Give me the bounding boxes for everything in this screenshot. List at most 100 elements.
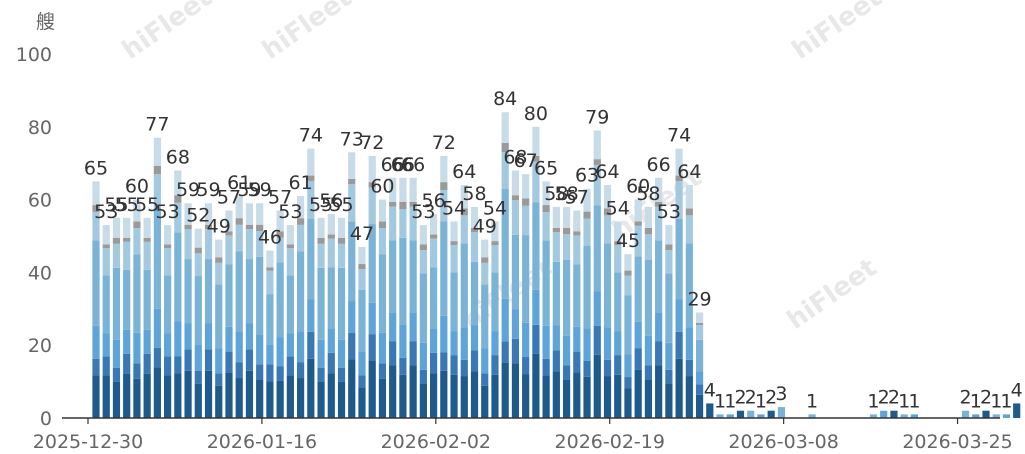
bar-segment[interactable] — [491, 241, 499, 246]
bar-segment[interactable] — [235, 195, 243, 219]
bar-segment[interactable] — [562, 365, 571, 380]
bar-segment[interactable] — [481, 348, 489, 374]
bar-segment[interactable] — [286, 375, 294, 418]
bar-segment[interactable] — [337, 381, 346, 418]
bar-segment[interactable] — [317, 381, 325, 418]
bar-segment[interactable] — [184, 349, 192, 371]
bar-segment[interactable] — [419, 383, 427, 418]
bar-segment[interactable] — [307, 218, 315, 300]
bar-segment[interactable] — [573, 351, 581, 373]
bar-segment[interactable] — [112, 217, 121, 238]
bar-segment[interactable] — [419, 369, 427, 384]
bar-segment[interactable] — [573, 326, 581, 352]
bar-segment[interactable] — [204, 203, 213, 225]
bar-segment[interactable] — [307, 331, 315, 359]
bar-segment[interactable] — [102, 333, 110, 357]
bar-segment[interactable] — [655, 312, 663, 342]
bar-segment[interactable] — [245, 229, 254, 260]
bar-segment[interactable] — [378, 254, 387, 333]
bar-segment[interactable] — [440, 182, 448, 190]
bar-segment[interactable] — [593, 159, 601, 165]
bar-segment[interactable] — [174, 373, 182, 418]
bar-segment[interactable] — [409, 365, 417, 418]
bar-segment[interactable] — [399, 324, 407, 358]
bar-segment[interactable] — [522, 198, 530, 206]
bar-segment[interactable] — [491, 355, 499, 375]
bar-segment[interactable] — [143, 373, 151, 418]
bar-segment[interactable] — [348, 221, 356, 302]
bar-segment[interactable] — [204, 323, 213, 350]
bar-segment[interactable] — [736, 410, 745, 418]
bar-segment[interactable] — [358, 246, 366, 265]
bar-segment[interactable] — [470, 325, 479, 351]
bar-segment[interactable] — [501, 188, 509, 299]
bar-segment[interactable] — [307, 180, 315, 219]
bar-segment[interactable] — [982, 410, 990, 418]
bar-segment[interactable] — [450, 331, 458, 356]
bar-segment[interactable] — [808, 414, 816, 418]
bar-segment[interactable] — [194, 344, 202, 371]
bar-segment[interactable] — [348, 359, 356, 418]
bar-segment[interactable] — [450, 355, 458, 375]
bar-segment[interactable] — [194, 370, 202, 384]
bar-segment[interactable] — [286, 333, 294, 357]
bar-segment[interactable] — [194, 247, 202, 254]
bar-segment[interactable] — [215, 257, 223, 263]
bar-segment[interactable] — [389, 240, 397, 313]
bar-segment[interactable] — [675, 358, 683, 418]
bar-segment[interactable] — [378, 227, 387, 255]
bar-segment[interactable] — [204, 224, 213, 230]
bar-segment[interactable] — [634, 221, 642, 226]
bar-segment[interactable] — [112, 267, 121, 340]
bar-segment[interactable] — [695, 384, 704, 395]
bar-segment[interactable] — [542, 181, 550, 206]
bar-segment[interactable] — [204, 229, 213, 260]
bar-segment[interactable] — [184, 370, 192, 418]
bar-segment[interactable] — [552, 227, 560, 233]
bar-segment[interactable] — [204, 349, 213, 371]
bar-segment[interactable] — [624, 254, 632, 271]
bar-segment[interactable] — [1013, 403, 1021, 418]
bar-segment[interactable] — [614, 241, 622, 246]
bar-segment[interactable] — [225, 231, 233, 236]
bar-segment[interactable] — [164, 225, 172, 245]
bar-segment[interactable] — [972, 414, 980, 418]
bar-segment[interactable] — [685, 215, 693, 244]
bar-segment[interactable] — [583, 246, 591, 329]
bar-segment[interactable] — [511, 170, 520, 196]
bar-segment[interactable] — [112, 367, 121, 382]
bar-segment[interactable] — [603, 215, 612, 244]
bar-segment[interactable] — [501, 112, 509, 143]
bar-segment[interactable] — [276, 337, 284, 367]
bar-segment[interactable] — [245, 370, 254, 418]
bar-segment[interactable] — [532, 161, 540, 203]
bar-segment[interactable] — [470, 206, 479, 228]
bar-segment[interactable] — [153, 165, 161, 175]
bar-segment[interactable] — [337, 367, 346, 382]
bar-segment[interactable] — [276, 262, 284, 338]
bar-segment[interactable] — [389, 312, 397, 342]
bar-segment[interactable] — [644, 379, 653, 418]
bar-segment[interactable] — [603, 243, 612, 328]
bar-segment[interactable] — [501, 362, 509, 418]
bar-segment[interactable] — [102, 225, 110, 245]
bar-segment[interactable] — [624, 295, 632, 355]
bar-segment[interactable] — [460, 359, 468, 377]
bar-segment[interactable] — [358, 387, 366, 418]
bar-segment[interactable] — [123, 237, 131, 242]
bar-segment[interactable] — [419, 250, 427, 274]
bar-segment[interactable] — [327, 234, 335, 239]
bar-segment[interactable] — [481, 262, 489, 285]
bar-segment[interactable] — [460, 215, 468, 244]
bar-segment[interactable] — [143, 269, 151, 330]
bar-segment[interactable] — [655, 177, 663, 202]
bar-segment[interactable] — [562, 379, 571, 418]
bar-segment[interactable] — [194, 228, 202, 248]
bar-segment[interactable] — [276, 237, 284, 263]
bar-segment[interactable] — [624, 354, 632, 378]
bar-segment[interactable] — [655, 365, 663, 418]
bar-segment[interactable] — [440, 352, 448, 371]
bar-segment[interactable] — [603, 359, 612, 377]
bar-segment[interactable] — [624, 270, 632, 276]
bar-segment[interactable] — [337, 237, 346, 244]
